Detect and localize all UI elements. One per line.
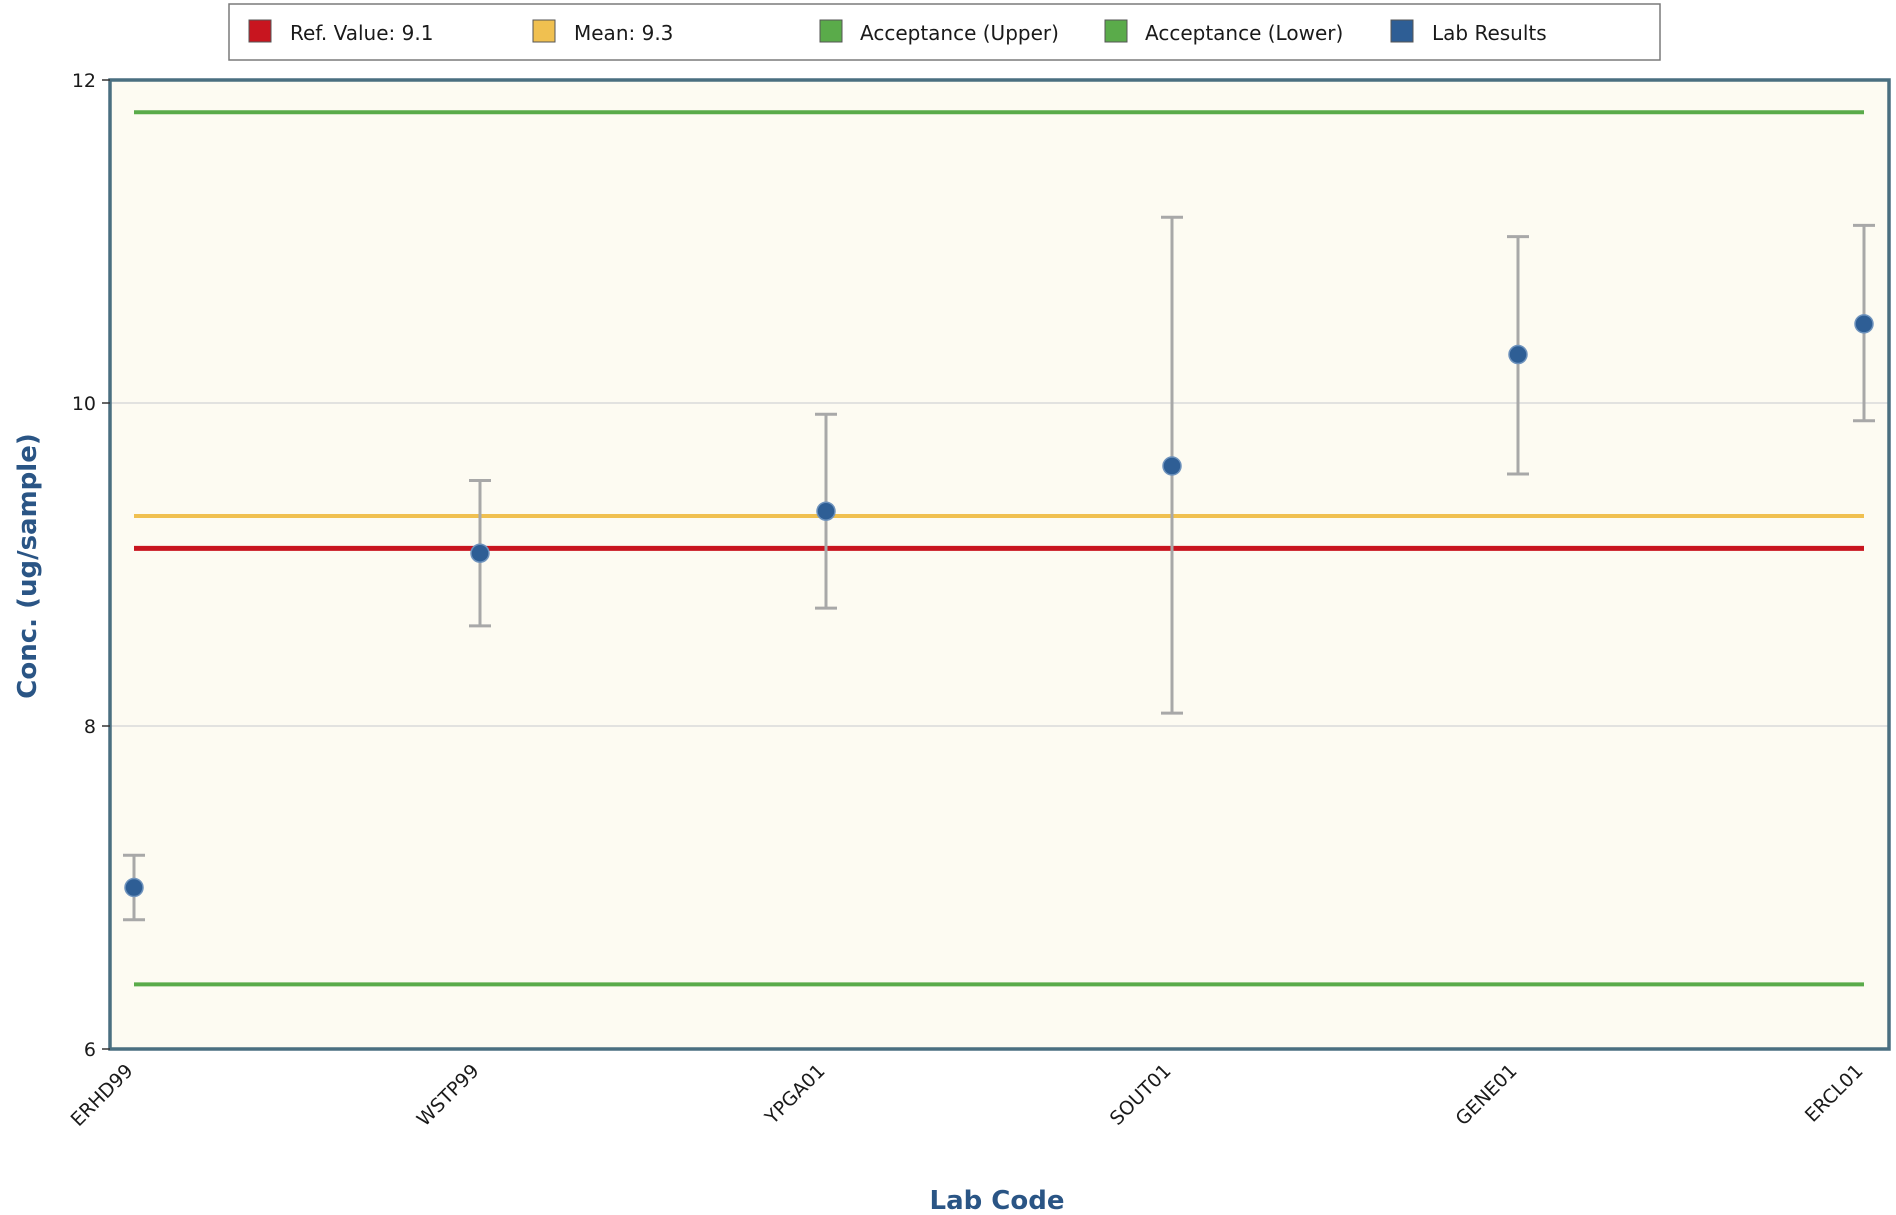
data-point-WSTP99 <box>470 543 490 563</box>
data-point-ERHD99 <box>124 877 144 898</box>
x-axis-title: Lab Code <box>930 1186 1065 1215</box>
legend-label-lab-results: Lab Results <box>1432 21 1547 45</box>
legend-item-acceptance-upper[interactable]: Acceptance (Upper) <box>819 19 1059 45</box>
x-tick-label-SOUT01: SOUT01 <box>1106 1060 1176 1130</box>
x-tick-label-ERCL01: ERCL01 <box>1801 1060 1868 1127</box>
legend-swatch-acceptance-lower <box>1104 19 1128 43</box>
legend-label-mean: Mean: 9.3 <box>574 21 673 45</box>
legend: Ref. Value: 9.1 Mean: 9.3 Acceptance (Up… <box>228 3 1661 61</box>
legend-swatch-ref-value <box>248 19 272 43</box>
x-tick-label-GENE01: GENE01 <box>1451 1060 1521 1130</box>
data-point-YPGA01 <box>816 501 836 521</box>
data-point-SOUT01 <box>1162 456 1182 476</box>
x-tick-label-YPGA01: YPGA01 <box>760 1060 829 1129</box>
legend-swatch-acceptance-upper <box>819 19 843 43</box>
legend-item-ref-value[interactable]: Ref. Value: 9.1 <box>248 19 433 45</box>
y-tick-label-6: 6 <box>84 1039 96 1061</box>
y-tick-label-8: 8 <box>84 716 96 738</box>
plot-area: 6 8 10 12 ERHD99 WSTP99 YPGA01 SOUT01 GENE01 ERCL… <box>67 70 1891 1131</box>
legend-item-mean[interactable]: Mean: 9.3 <box>532 19 673 45</box>
legend-swatch-mean <box>532 19 556 43</box>
x-tick-label-WSTP99: WSTP99 <box>413 1060 484 1131</box>
legend-label-ref-value: Ref. Value: 9.1 <box>290 21 433 45</box>
x-tick-label-ERHD99: ERHD99 <box>67 1060 138 1131</box>
plot-background <box>110 80 1889 1049</box>
legend-box <box>228 3 1661 61</box>
legend-swatch-lab-results <box>1390 19 1414 43</box>
plot-frame <box>108 78 1891 1051</box>
data-point-GENE01 <box>1508 344 1528 365</box>
legend-item-acceptance-lower[interactable]: Acceptance (Lower) <box>1104 19 1343 45</box>
data-point-ERCL01 <box>1854 314 1874 334</box>
y-tick-label-12: 12 <box>72 70 96 92</box>
legend-item-lab-results[interactable]: Lab Results <box>1390 19 1547 45</box>
y-axis-title: Conc. (ug/sample) <box>13 433 43 698</box>
y-tick-label-10: 10 <box>72 393 96 415</box>
legend-label-acceptance-upper: Acceptance (Upper) <box>860 21 1059 45</box>
legend-label-acceptance-lower: Acceptance (Lower) <box>1145 21 1343 45</box>
